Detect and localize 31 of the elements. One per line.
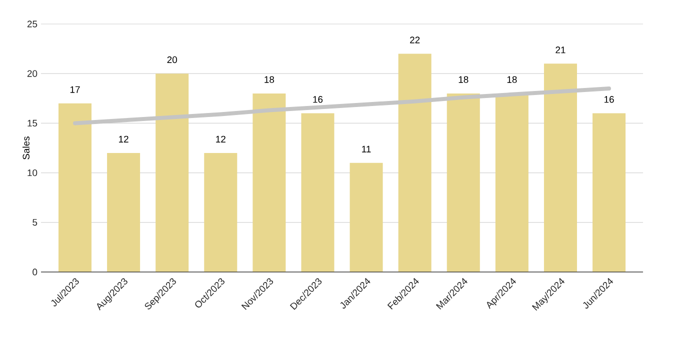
bar (446, 93, 480, 272)
bar (156, 74, 189, 272)
data-label: 20 (167, 56, 177, 64)
data-label: 22 (410, 36, 420, 44)
bar (58, 103, 92, 272)
y-axis-title: Sales (22, 136, 30, 160)
bar (398, 54, 432, 272)
data-label: 16 (604, 96, 614, 103)
bar (544, 64, 577, 272)
data-label: 18 (458, 76, 468, 83)
y-tick-label: 25 (27, 20, 38, 28)
data-label: 16 (313, 96, 323, 103)
data-label: 18 (507, 76, 517, 83)
data-label: 12 (119, 136, 128, 142)
y-tick-label: 0 (32, 268, 38, 276)
y-tick-label: 20 (27, 70, 38, 77)
bar (301, 113, 334, 272)
bar (350, 162, 383, 272)
data-label: 21 (556, 46, 566, 54)
bar (252, 93, 286, 272)
bar (495, 93, 528, 272)
y-tick-label: 15 (28, 120, 38, 127)
bar (592, 113, 626, 272)
data-label: 11 (362, 146, 371, 152)
bar (204, 152, 238, 272)
data-label: 18 (264, 76, 274, 83)
data-label: 17 (70, 86, 80, 93)
data-label: 12 (216, 136, 226, 142)
y-tick-label: 10 (28, 169, 38, 176)
y-tick-label: 5 (32, 219, 38, 226)
bar (107, 152, 140, 272)
